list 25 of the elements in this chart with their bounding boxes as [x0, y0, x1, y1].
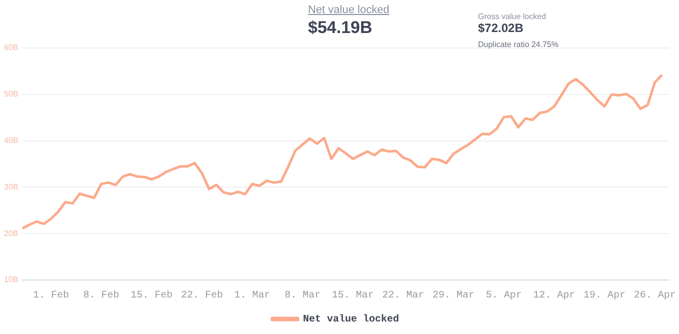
x-tick-label: 12. Apr	[533, 290, 576, 302]
chart-title: Net value locked	[308, 4, 390, 16]
y-tick-label: 10B	[4, 275, 18, 284]
y-tick-label: 40B	[4, 136, 18, 146]
x-tick-label: 8. Mar	[284, 290, 321, 302]
legend-label: Net value locked	[302, 314, 400, 326]
x-tick-label: 1. Mar	[234, 290, 270, 302]
text: $72.02B	[478, 21, 524, 35]
annotation: Duplicate ratio 24.75%	[478, 40, 558, 49]
chart-subtitle: $54.19B	[308, 18, 372, 38]
x-tick-label: 1. Feb	[32, 290, 69, 302]
y-tick-label: 60B	[4, 43, 18, 52]
y-tick-label: 20B	[4, 228, 18, 238]
x-tick-label: 8. Feb	[83, 290, 120, 302]
x-tick-label: 29. Mar	[432, 290, 475, 302]
x-tick-label: 5. Apr	[486, 290, 522, 302]
x-tick-label: 26. Apr	[634, 290, 676, 302]
x-tick-label: 22. Feb	[180, 290, 223, 302]
y-tick-label: 30B	[4, 182, 18, 192]
text: Gross value locked	[478, 12, 546, 21]
x-tick-label: 19. Apr	[583, 290, 626, 302]
x-tick-label: 15. Mar	[332, 290, 374, 302]
y-tick-label: 50B	[4, 90, 18, 99]
x-tick-label: 22. Mar	[382, 290, 424, 302]
x-tick-label: 15. Feb	[130, 290, 173, 302]
